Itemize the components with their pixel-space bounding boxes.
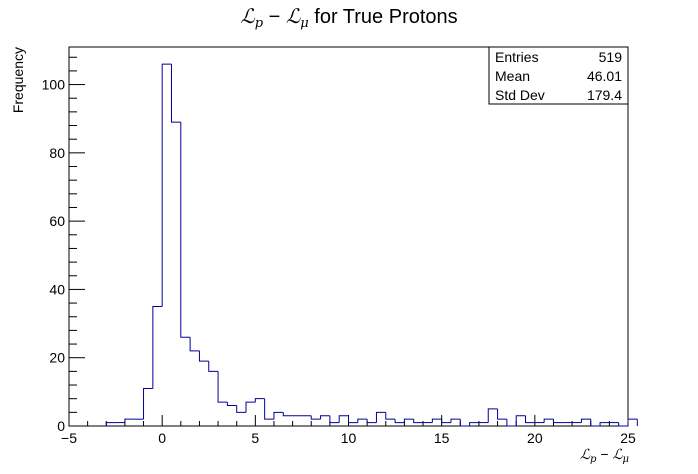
- y-tick-label: 100: [42, 77, 66, 93]
- histogram-bin: [618, 422, 628, 427]
- x-tick-label: 20: [527, 430, 543, 446]
- stats-stddev-value: 179.4: [587, 87, 622, 103]
- y-tick-label: 80: [49, 145, 65, 161]
- histogram-bin: [506, 419, 517, 427]
- plot-area: [105, 63, 638, 427]
- histogram-bin: [152, 305, 163, 389]
- histogram-bin: [627, 418, 638, 426]
- histogram-bin: [431, 418, 442, 423]
- stats-entries-value: 519: [599, 49, 623, 65]
- histogram-bin: [264, 398, 274, 420]
- xlabel-symbol-a: ℒ: [580, 447, 591, 463]
- histogram-bin: [198, 350, 209, 362]
- histogram-bin: [580, 418, 591, 423]
- stats-entries-label: Entries: [495, 49, 539, 65]
- histogram-bin: [189, 337, 200, 352]
- title-rest: for True Protons: [309, 6, 458, 28]
- title-symbol-a: ℒ: [240, 4, 255, 28]
- x-tick-label: 10: [341, 430, 357, 446]
- histogram-bin: [282, 412, 293, 417]
- xlabel-minus: −: [596, 446, 612, 462]
- histogram-bin: [226, 402, 237, 407]
- x-tick-label: 15: [434, 430, 450, 446]
- histogram-bin: [413, 419, 424, 424]
- histogram-bin: [217, 371, 228, 403]
- histogram-bin: [161, 63, 172, 307]
- stats-stddev-label: Std Dev: [495, 87, 545, 103]
- histogram-bin: [450, 418, 461, 423]
- histogram-bin: [543, 418, 554, 423]
- histogram-bin: [329, 415, 340, 424]
- x-tick-label: 5: [251, 430, 259, 446]
- histogram-bin: [366, 419, 377, 424]
- title-minus: −: [263, 6, 286, 28]
- histogram-bin: [180, 122, 191, 338]
- x-axis-label: ℒp − ℒμ: [580, 446, 629, 465]
- histogram-bin: [124, 418, 135, 423]
- xlabel-sub-b: μ: [623, 454, 630, 465]
- histogram-bin: [525, 415, 535, 424]
- histogram-bin: [515, 415, 526, 426]
- histogram-bin: [469, 422, 479, 426]
- xlabel-symbol-b: ℒ: [612, 447, 623, 463]
- x-tick-label: −5: [61, 430, 77, 446]
- histogram-bin: [487, 408, 498, 423]
- histogram-bin: [310, 415, 321, 420]
- x-tick-label: 25: [620, 430, 636, 446]
- histogram-bin: [385, 412, 396, 420]
- stats-box-frame: [488, 46, 629, 105]
- histogram-bin: [552, 419, 563, 424]
- histogram-bin: [320, 415, 330, 420]
- histogram-bin: [590, 419, 601, 427]
- histogram-bin: [105, 422, 116, 426]
- y-tick-label: 40: [49, 281, 65, 297]
- histogram-bin: [338, 415, 349, 423]
- chart-title: ℒp − ℒμ for True Protons: [240, 4, 457, 31]
- histogram-bin: [497, 408, 507, 420]
- xlabel-sub-a: p: [590, 454, 597, 465]
- y-tick-label: 20: [49, 350, 65, 366]
- histogram-bin: [245, 401, 256, 413]
- histogram-bin: [357, 418, 368, 423]
- histogram-bin: [459, 419, 470, 427]
- y-axis-label: Frequency: [10, 47, 26, 113]
- histogram-bin: [403, 418, 414, 423]
- histogram-bin: [375, 411, 386, 423]
- histogram-bin: [170, 64, 181, 123]
- histogram-bin: [208, 361, 219, 372]
- histogram-bin: [348, 415, 358, 424]
- x-tick-label: 0: [158, 430, 166, 446]
- stats-mean-value: 46.01: [587, 68, 622, 84]
- title-sub-a: p: [255, 16, 264, 31]
- stats-box: Entries 519 Mean 46.01 Std Dev 179.4: [488, 46, 629, 105]
- histogram-bin: [236, 405, 247, 413]
- histogram-bin: [143, 387, 153, 420]
- histogram-bin: [273, 411, 284, 420]
- stats-mean-label: Mean: [495, 68, 530, 84]
- y-tick-label: 60: [49, 213, 65, 229]
- title-symbol-b: ℒ: [286, 4, 301, 28]
- y-tick-label: 0: [57, 418, 65, 434]
- histogram-bin: [254, 398, 265, 403]
- histogram-bin: [441, 419, 451, 424]
- histogram-bin: [599, 422, 610, 426]
- title-sub-b: μ: [300, 16, 308, 31]
- histogram-bin: [394, 419, 405, 424]
